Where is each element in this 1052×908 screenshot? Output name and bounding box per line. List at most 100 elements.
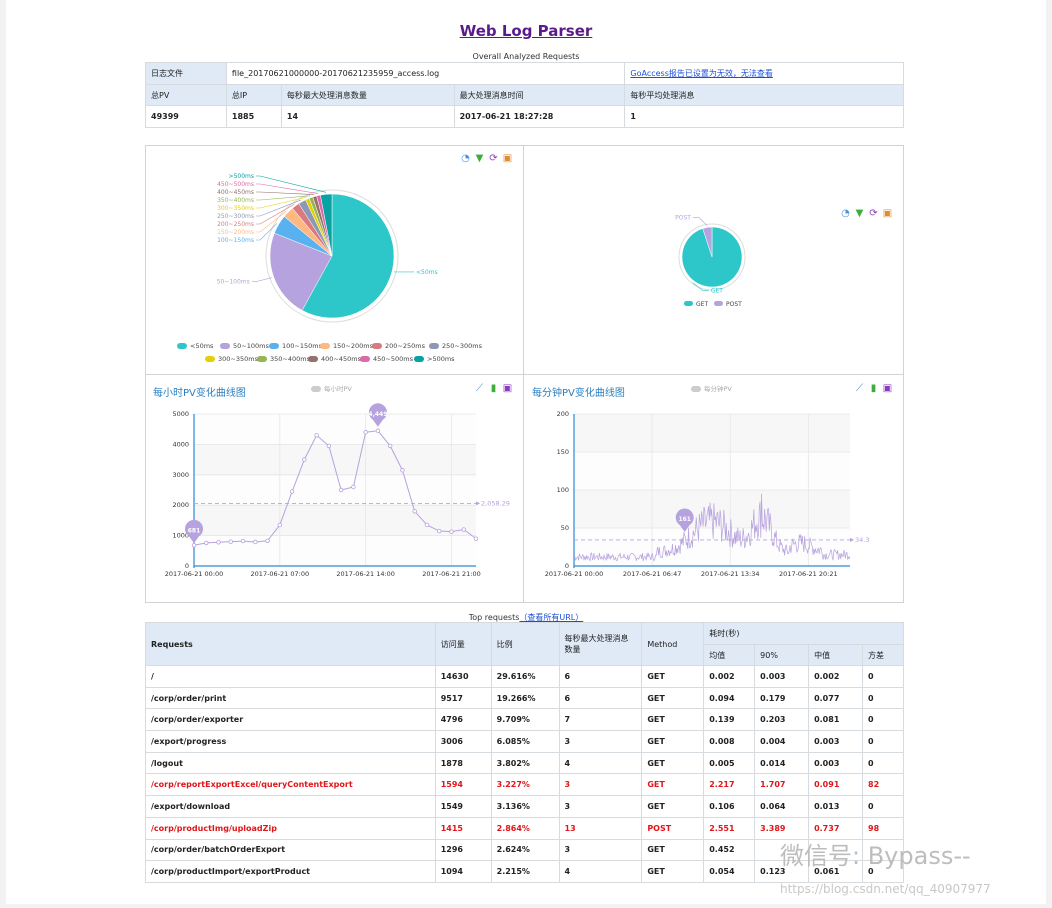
request-cell-method: GET <box>641 751 705 775</box>
request-row[interactable]: /export/progress 3006 6.085% 3 GET 0.008 0.004… <box>145 730 904 753</box>
pie-legend-item[interactable]: 450~500ms <box>360 355 413 363</box>
pie-slice-label: 250~300ms <box>217 213 254 220</box>
pie-legend-item[interactable]: 350~400ms <box>257 355 310 363</box>
view-all-urls-link[interactable]: （查看所有URL） <box>519 613 584 622</box>
pie-legend-item[interactable]: 50~100ms <box>220 342 269 350</box>
data-point <box>449 529 454 534</box>
pie-chart-icon[interactable]: ◔ <box>461 153 470 164</box>
pie-legend-item[interactable]: 200~250ms <box>372 342 425 350</box>
request-cell-max: 4 <box>558 860 643 883</box>
data-point <box>289 489 295 494</box>
goaccess-link[interactable]: GoAccess报告已设置为无效，无法查看 <box>630 69 773 78</box>
legend-label: 200~250ms <box>385 342 425 350</box>
pie-legend-item[interactable]: 150~200ms <box>320 342 373 350</box>
col-requests[interactable]: Requests <box>145 622 436 666</box>
request-row[interactable]: /logout 1878 3.802% 4 GET 0.005 0.014 0.003 0 <box>145 751 904 775</box>
hourly-toolbox: ⟋ ▮ ▣ <box>474 383 513 394</box>
request-cell-ratio: 3.136% <box>490 795 560 818</box>
filter-icon[interactable]: ▼ <box>855 208 864 219</box>
col-visits[interactable]: 访问量 <box>434 622 492 666</box>
bar-chart-icon[interactable]: ▮ <box>870 383 877 394</box>
refresh-icon[interactable]: ⟳ <box>489 153 498 164</box>
pie-legend-item[interactable]: 100~150ms <box>269 342 322 350</box>
y-tick-label: 150 <box>557 448 569 456</box>
filter-icon[interactable]: ▼ <box>475 153 484 164</box>
grid-band <box>194 444 476 475</box>
line-chart-icon[interactable]: ⟋ <box>856 383 863 394</box>
request-cell-url: / <box>145 665 436 688</box>
y-tick-label: 50 <box>561 524 569 532</box>
refresh-icon[interactable]: ⟳ <box>869 208 878 219</box>
col-ratio[interactable]: 比例 <box>490 622 560 666</box>
bar-chart-icon[interactable]: ▮ <box>490 383 497 394</box>
pie-legend-item[interactable]: 250~300ms <box>429 342 482 350</box>
request-cell-visits: 9517 <box>434 686 492 710</box>
data-point <box>437 528 442 534</box>
summary-header: 总PV <box>145 84 227 106</box>
latency-pie-chart: <50ms 50~100ms 100~150ms150~200ms200~250ms… <box>217 173 438 323</box>
max-marker <box>675 508 694 532</box>
page-title[interactable]: Web Log Parser <box>459 22 593 40</box>
request-cell-method: GET <box>641 773 705 797</box>
request-row[interactable]: /corp/productImport/exportProduct 1094 2.2… <box>145 860 904 883</box>
pie-label-line <box>256 203 295 225</box>
pie-slice <box>269 232 333 311</box>
col-max-per-sec[interactable]: 每秒最大处理消息数量 <box>558 622 643 666</box>
request-cell-avg: 2.217 <box>703 773 756 797</box>
y-tick-label: 0 <box>185 562 189 570</box>
legend-label: POST <box>726 301 742 308</box>
pie-legend-item[interactable]: <50ms <box>177 342 213 350</box>
legend-label: 400~450ms <box>321 355 361 363</box>
legend-label: GET <box>696 301 708 308</box>
line-chart-icon[interactable]: ⟋ <box>476 383 483 394</box>
request-cell-avg: 0.005 <box>703 751 756 775</box>
summary-table: 日志文件 file_20170621000000-20170621235959_… <box>145 62 904 128</box>
pie-slice-label: 50~100ms <box>217 279 250 286</box>
request-cell-var: 0 <box>862 751 904 775</box>
request-row[interactable]: /corp/reportExportExcel/queryContentExpo… <box>145 773 904 797</box>
pie-legend-item[interactable]: 400~450ms <box>308 355 361 363</box>
request-cell-avg: 0.139 <box>703 708 756 732</box>
hourly-pv-panel: 每小时PV变化曲线图 每小时PV ⟋ ▮ ▣ 0 1000 2000 3000 4000… <box>145 374 524 603</box>
save-icon[interactable]: ▣ <box>882 208 893 219</box>
data-point <box>314 433 319 438</box>
request-cell-method: POST <box>641 816 705 840</box>
col-avg[interactable]: 均值 <box>703 644 756 666</box>
top-requests-label: Top requests <box>468 613 520 622</box>
request-cell-visits: 1094 <box>434 860 492 883</box>
col-p90[interactable]: 90% <box>754 644 810 666</box>
pie-label-line <box>692 282 709 291</box>
minute-pv-title: 每分钟PV变化曲线图 <box>532 388 625 399</box>
save-icon[interactable]: ▣ <box>882 383 893 394</box>
hourly-pv-legend[interactable]: 每小时PV <box>311 383 352 393</box>
request-row[interactable]: /corp/order/print 9517 19.266% 6 GET 0.094 0.1… <box>145 686 904 710</box>
col-method[interactable]: Method <box>641 622 705 666</box>
grid-band <box>574 452 850 490</box>
request-cell-method: GET <box>641 686 705 710</box>
pie-chart-icon[interactable]: ◔ <box>841 208 850 219</box>
pie-label-line <box>256 195 311 201</box>
col-median[interactable]: 中值 <box>808 644 863 666</box>
legend-label: >500ms <box>427 355 455 363</box>
save-icon[interactable]: ▣ <box>502 383 513 394</box>
summary-value: 14 <box>280 105 455 128</box>
pie-legend-item[interactable]: 300~350ms <box>205 355 258 363</box>
x-tick-label: 2017-06-21 13:34 <box>701 570 760 578</box>
request-cell-ratio: 9.709% <box>490 708 560 732</box>
request-row[interactable]: /export/download 1549 3.136% 3 GET 0.106 0.064… <box>145 795 904 818</box>
pie-label-line <box>256 175 327 193</box>
request-cell-method: GET <box>641 795 705 818</box>
save-icon[interactable]: ▣ <box>502 153 513 164</box>
request-row[interactable]: /corp/order/exporter 4796 9.709% 7 GET 0.139 0… <box>145 708 904 732</box>
request-cell-median: 0.091 <box>808 773 863 797</box>
minute-pv-legend[interactable]: 每分钟PV <box>691 383 732 393</box>
request-cell-var: 0 <box>862 730 904 753</box>
pie-legend-item[interactable]: >500ms <box>414 355 455 363</box>
request-row[interactable]: /14630 29.616% 6 GET 0.002 0.003 0.002 0 <box>145 665 904 688</box>
col-variance[interactable]: 方差 <box>862 644 904 666</box>
request-cell-visits: 1296 <box>434 838 492 862</box>
request-cell-median: 0.003 <box>808 730 863 753</box>
request-cell-max: 6 <box>558 665 643 688</box>
legend-label: 300~350ms <box>218 355 258 363</box>
request-cell-ratio: 2.624% <box>490 838 560 862</box>
